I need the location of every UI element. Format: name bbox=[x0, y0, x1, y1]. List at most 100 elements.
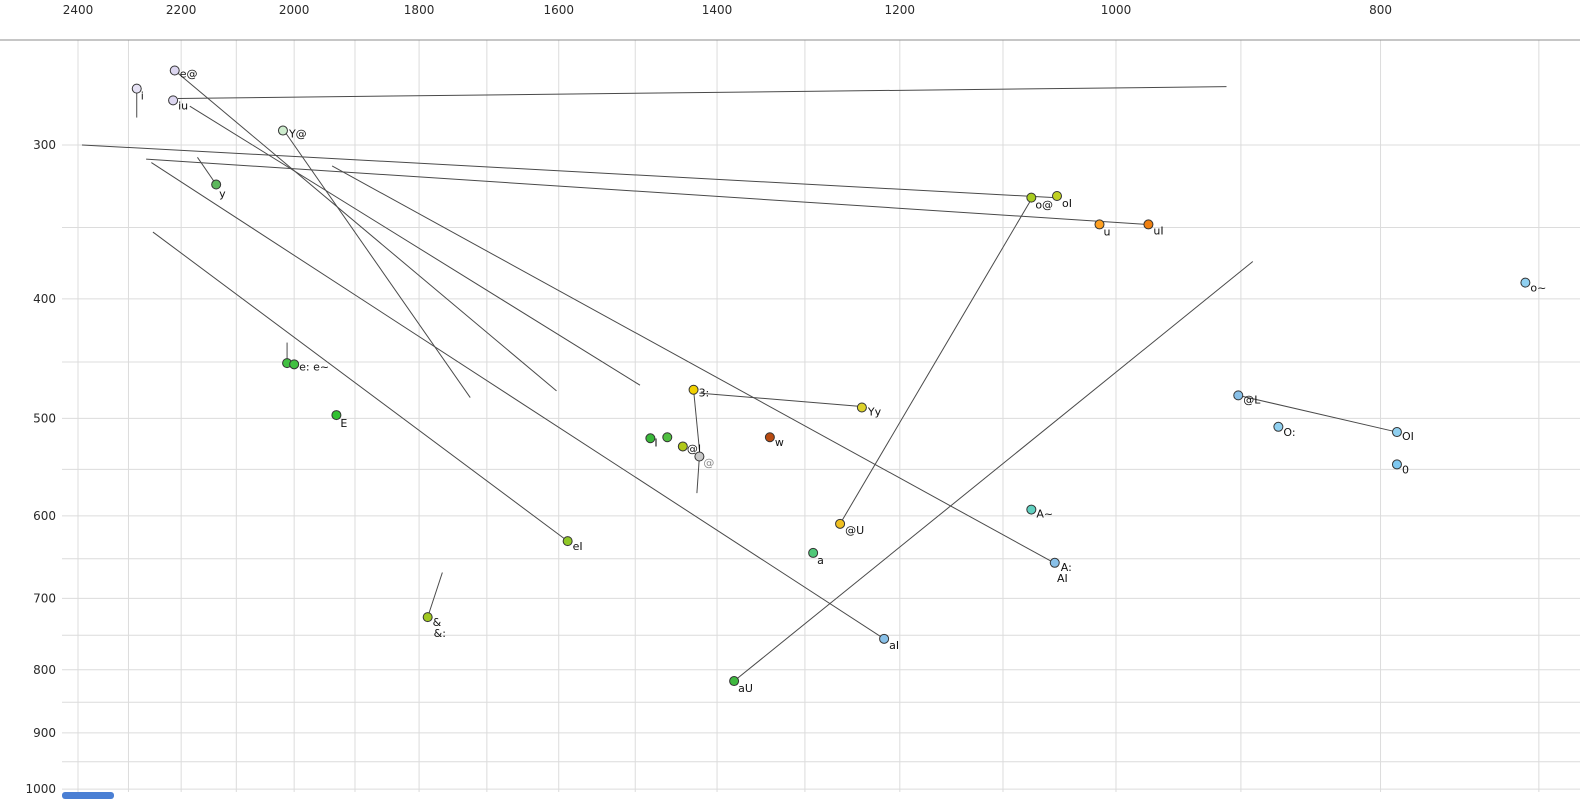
trajectory-line bbox=[839, 198, 1032, 525]
data-point-aU[interactable] bbox=[729, 676, 740, 687]
trajectory-line bbox=[696, 456, 700, 494]
x-tick-label: 2400 bbox=[63, 3, 94, 17]
x-tick-label: 1600 bbox=[543, 3, 574, 17]
data-point-o@[interactable] bbox=[1026, 192, 1037, 203]
point-label: @U bbox=[845, 524, 864, 537]
trajectory-line bbox=[152, 231, 568, 542]
trajectory-line bbox=[174, 70, 557, 392]
point-label: a bbox=[817, 554, 824, 567]
point-label: E bbox=[340, 417, 347, 430]
data-point-i[interactable] bbox=[131, 83, 142, 94]
data-point-O:[interactable] bbox=[1273, 421, 1284, 432]
y-tick-label: 1000 bbox=[25, 782, 56, 796]
trajectory-line bbox=[699, 392, 861, 407]
point-label: o~ bbox=[1530, 282, 1546, 295]
trajectory-line bbox=[284, 132, 471, 398]
point-label: o@ bbox=[1035, 199, 1053, 212]
data-point-w[interactable] bbox=[764, 432, 775, 443]
data-point-eI[interactable] bbox=[562, 536, 573, 547]
horizontal-scrollbar-thumb[interactable] bbox=[62, 792, 114, 799]
data-point-iu[interactable] bbox=[168, 95, 179, 106]
data-point-e@[interactable] bbox=[169, 65, 180, 76]
x-tick-label: 1400 bbox=[702, 3, 733, 17]
point-label: u bbox=[1103, 225, 1110, 238]
point-label: e@ bbox=[180, 67, 198, 80]
trajectory-line bbox=[151, 162, 885, 640]
point-label: eI bbox=[573, 540, 583, 553]
data-point-u[interactable] bbox=[1094, 219, 1105, 230]
trajectory-line bbox=[733, 261, 1254, 682]
x-tick-label: 800 bbox=[1369, 3, 1392, 17]
trajectory-line bbox=[189, 105, 641, 386]
data-point-a[interactable] bbox=[808, 547, 819, 558]
trajectory-line bbox=[177, 86, 1227, 99]
data-point-unlabeled[interactable] bbox=[662, 432, 673, 443]
data-point-Yy[interactable] bbox=[856, 402, 867, 413]
y-tick-label: 800 bbox=[33, 663, 56, 677]
point-label: Y@ bbox=[288, 128, 307, 141]
point-label: OI bbox=[1402, 430, 1414, 443]
point-label: aI bbox=[889, 639, 899, 652]
point-label: 3: bbox=[699, 387, 710, 400]
point-label: A~ bbox=[1036, 508, 1053, 521]
point-label: @L bbox=[1243, 393, 1261, 406]
x-tick-label: 1800 bbox=[404, 3, 435, 17]
data-point-@L[interactable] bbox=[1233, 390, 1244, 401]
x-tick-label: 1200 bbox=[885, 3, 916, 17]
y-tick-label: 600 bbox=[33, 509, 56, 523]
y-tick-label: 900 bbox=[33, 726, 56, 740]
trajectory-line bbox=[197, 157, 217, 185]
annotation-label: &: bbox=[434, 627, 446, 640]
data-point-o~[interactable] bbox=[1520, 277, 1531, 288]
data-point-uI[interactable] bbox=[1143, 219, 1154, 230]
point-label: Yy bbox=[867, 406, 882, 419]
point-label: O: bbox=[1283, 426, 1295, 439]
data-point-&[interactable] bbox=[422, 612, 433, 623]
point-label: iu bbox=[178, 99, 188, 112]
data-point-A~[interactable] bbox=[1026, 504, 1037, 515]
point-label: A: bbox=[1061, 561, 1072, 574]
y-tick-label: 400 bbox=[33, 292, 56, 306]
trajectory-line bbox=[427, 572, 443, 618]
trajectory-line bbox=[693, 389, 700, 450]
data-point-Y@[interactable] bbox=[277, 125, 288, 136]
annotation-label: AI bbox=[1057, 572, 1068, 585]
trajectory-line bbox=[331, 165, 1053, 563]
data-point-I[interactable] bbox=[645, 433, 656, 444]
data-point-3:[interactable] bbox=[688, 384, 699, 395]
point-label: uI bbox=[1153, 224, 1163, 237]
trajectory-line bbox=[1238, 394, 1398, 433]
x-tick-label: 2200 bbox=[166, 3, 197, 17]
data-point-@U[interactable] bbox=[835, 518, 846, 529]
data-point-E[interactable] bbox=[331, 410, 342, 421]
y-tick-label: 700 bbox=[33, 591, 56, 605]
data-point-0[interactable] bbox=[1391, 459, 1402, 470]
point-label: & bbox=[433, 616, 442, 629]
data-point-y[interactable] bbox=[211, 179, 222, 190]
y-tick-label: 500 bbox=[33, 411, 56, 425]
data-point-OI[interactable] bbox=[1391, 427, 1402, 438]
data-point-@[interactable] bbox=[694, 451, 705, 462]
trajectory-line bbox=[81, 144, 1055, 199]
x-tick-label: 2000 bbox=[279, 3, 310, 17]
point-label: @ bbox=[703, 457, 714, 470]
point-label: e: e~ bbox=[299, 360, 329, 373]
trajectory-line bbox=[146, 158, 1147, 225]
data-point-A:[interactable] bbox=[1049, 557, 1060, 568]
point-label: y bbox=[219, 188, 226, 201]
point-label: I bbox=[654, 436, 657, 449]
data-point-@I[interactable] bbox=[677, 441, 688, 452]
x-tick-label: 1000 bbox=[1101, 3, 1132, 17]
data-point-aI[interactable] bbox=[879, 633, 890, 644]
data-point-e: e~[interactable] bbox=[289, 359, 300, 370]
point-label: oI bbox=[1062, 197, 1072, 210]
point-label: 0 bbox=[1402, 463, 1409, 476]
point-label: aU bbox=[738, 682, 753, 695]
point-label: i bbox=[141, 90, 144, 103]
y-tick-label: 300 bbox=[33, 138, 56, 152]
horizontal-scrollbar[interactable] bbox=[0, 791, 1580, 800]
point-label: w bbox=[775, 436, 784, 449]
data-point-oI[interactable] bbox=[1052, 190, 1063, 201]
